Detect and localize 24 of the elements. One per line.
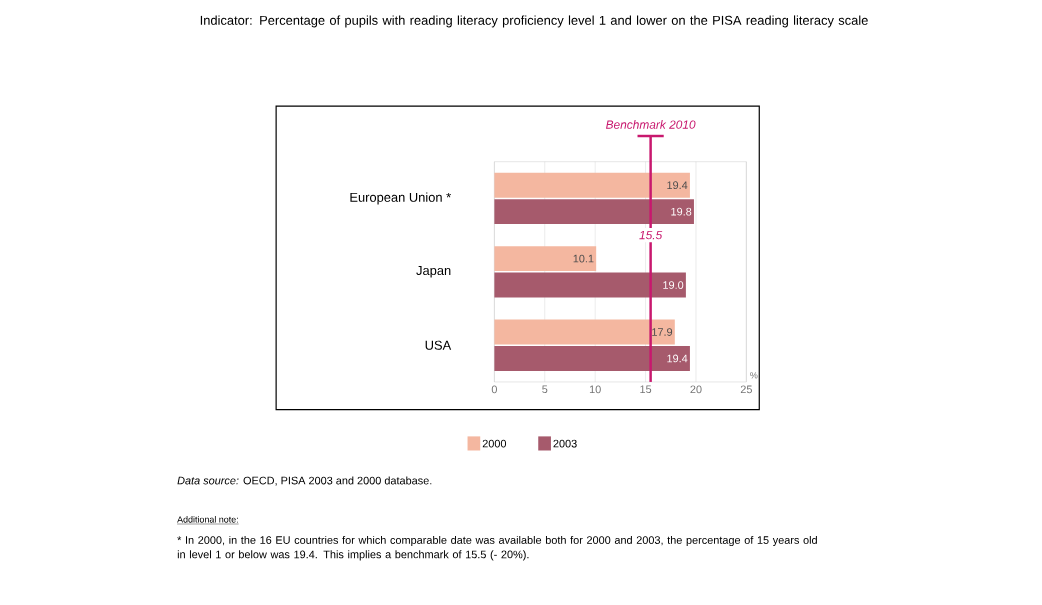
x-tick-label: 10 xyxy=(589,385,601,394)
text: * In 2000, in the 16 EU countries for which comparable date was available both for 2000 and 2003, the percentage of 15 years old in level 1 or below was 19.4. This implies a benchmark of 15.5 (- 20%). xyxy=(177,535,817,561)
chart-title: Indicator: Percentage of pupils with reading literacy proficiency level 1 and lower on the PISA reading literacy scale xyxy=(200,15,868,28)
data-label: 19.0 xyxy=(663,281,684,289)
x-tick-label: 5 xyxy=(542,385,548,393)
x-tick-label: 15 xyxy=(640,385,652,393)
data-label: 17.9 xyxy=(652,328,673,336)
y-tick-label: European Union * xyxy=(350,192,451,205)
x-tick-label: 20 xyxy=(690,385,702,394)
data-label: 19.4 xyxy=(667,181,688,189)
data-label: 10.1 xyxy=(573,254,594,263)
x-tick-label: 0 xyxy=(491,385,497,394)
x-axis-title: % xyxy=(750,372,758,379)
legend-label: 2000 xyxy=(482,439,507,448)
text: Additional note: xyxy=(177,515,238,523)
data-label: 19.8 xyxy=(671,207,692,216)
legend-label: 2003 xyxy=(553,439,577,448)
ref-line-label: Benchmark 2010 xyxy=(605,120,696,129)
y-tick-label: Japan xyxy=(416,265,451,278)
text: Data source: OECD, PISA 2003 and 2000 database. xyxy=(177,476,432,486)
x-tick-label: 25 xyxy=(740,385,752,394)
data-label: 19.4 xyxy=(667,354,688,363)
y-tick-label: USA xyxy=(425,340,452,350)
annotation: 15.5 xyxy=(639,230,663,240)
